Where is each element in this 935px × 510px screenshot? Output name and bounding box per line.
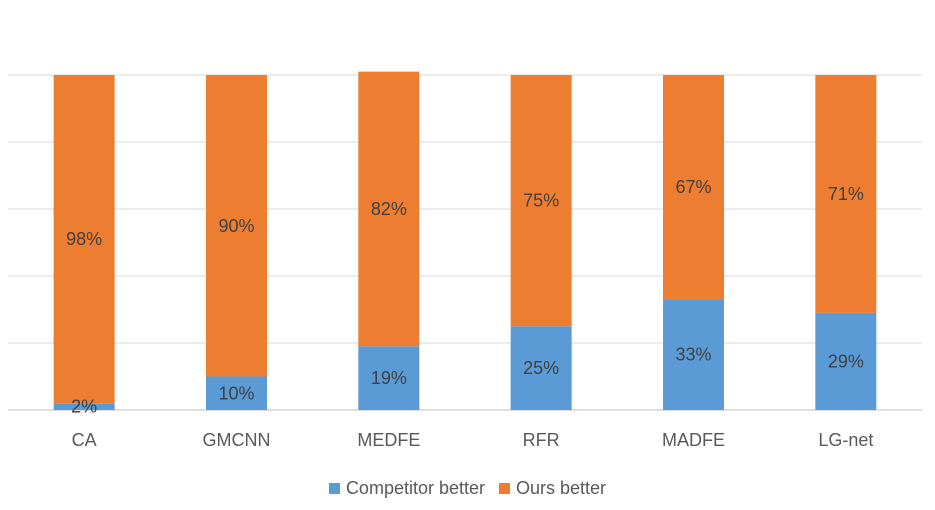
bar-ours-rfr bbox=[510, 75, 572, 327]
bar-competitor-gmcnn bbox=[206, 376, 267, 410]
bars bbox=[53, 71, 877, 410]
legend-label-competitor: Competitor better bbox=[345, 478, 485, 498]
data-labels: 2% 98% 10% 90% 19% 82% 25% 75% 33% 67% 29% 71% bbox=[66, 177, 864, 416]
bar-ours-medfe bbox=[358, 71, 420, 347]
bar-competitor-medfe bbox=[358, 346, 420, 410]
x-tick-label: MEDFE bbox=[357, 430, 420, 450]
bar-ours-lg-net bbox=[815, 75, 877, 313]
data-label-ours-ca: 98% bbox=[66, 229, 102, 249]
bar-competitor-ca bbox=[53, 403, 115, 410]
legend-swatch-ours bbox=[499, 483, 510, 494]
data-label-ours-gmcnn: 90% bbox=[218, 216, 254, 236]
bar-competitor-madfe bbox=[663, 299, 724, 410]
legend-item-competitor: Competitor better bbox=[328, 478, 485, 499]
data-label-competitor-madfe: 33% bbox=[675, 345, 711, 365]
bar-competitor-lg-net bbox=[815, 312, 877, 410]
data-label-competitor-gmcnn: 10% bbox=[218, 383, 254, 403]
chart: 2% 98% 10% 90% 19% 82% 25% 75% 33% 67% 29% 71% CA GM… bbox=[8, 71, 922, 450]
data-label-ours-lg-net: 71% bbox=[828, 184, 864, 204]
legend-swatch-competitor bbox=[328, 483, 340, 494]
legend-item-ours: Ours better bbox=[499, 478, 606, 499]
x-tick-label: LG-net bbox=[818, 430, 873, 450]
legend: Competitor better Ours better bbox=[0, 478, 935, 499]
data-label-competitor-lg-net: 29% bbox=[828, 351, 864, 371]
x-axis: CA GMCNN MEDFE RFR MADFE LG-net bbox=[72, 430, 874, 450]
data-label-competitor-ca: 2% bbox=[71, 397, 97, 417]
x-tick-label: MADFE bbox=[662, 430, 725, 450]
x-tick-label: GMCNN bbox=[203, 430, 271, 450]
x-tick-label: CA bbox=[72, 430, 97, 450]
x-tick-label: RFR bbox=[523, 430, 560, 450]
data-label-competitor-medfe: 19% bbox=[371, 368, 407, 388]
bar-ours-ca bbox=[53, 75, 115, 404]
legend-label-ours: Ours better bbox=[516, 478, 607, 498]
bar-competitor-rfr bbox=[510, 326, 572, 410]
data-label-ours-madfe: 67% bbox=[675, 177, 711, 197]
gridlines bbox=[8, 74, 922, 411]
data-label-competitor-rfr: 25% bbox=[523, 358, 559, 378]
bar-ours-madfe bbox=[663, 75, 724, 300]
data-label-ours-rfr: 75% bbox=[523, 191, 559, 211]
data-label-ours-medfe: 82% bbox=[371, 199, 407, 219]
bar-ours-gmcnn bbox=[206, 75, 267, 377]
